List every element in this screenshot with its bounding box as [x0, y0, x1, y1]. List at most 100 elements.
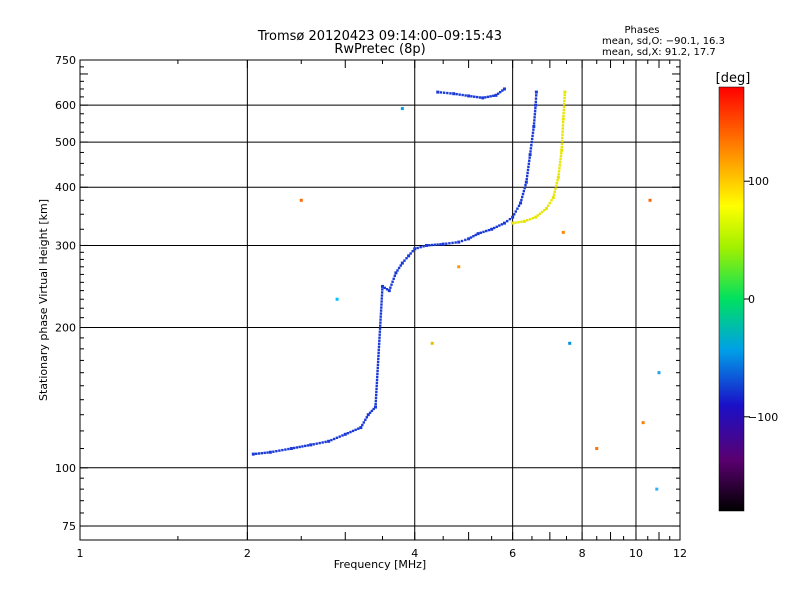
trace-dot [263, 451, 266, 455]
trace-dot [377, 342, 381, 345]
trace-dot [419, 245, 422, 249]
trace-dot [557, 173, 560, 176]
trace-dot [563, 99, 566, 103]
data-point [522, 219, 526, 223]
x-tick-label: 8 [579, 547, 586, 560]
trace-dot [448, 242, 451, 245]
data-point [430, 341, 434, 345]
trace-dot [561, 130, 564, 133]
data-point [387, 289, 391, 293]
data-point [532, 124, 536, 128]
trace-dot [379, 324, 382, 327]
trace-dot [474, 233, 477, 237]
trace-dot [526, 168, 530, 172]
data-point [309, 443, 313, 447]
trace-dot [383, 286, 386, 290]
trace-dot [392, 277, 395, 280]
data-point [436, 90, 440, 94]
data-point [561, 230, 565, 234]
trace-dot [560, 142, 564, 146]
trace-dot [379, 318, 382, 321]
data-point [467, 237, 471, 241]
trace-dot [487, 228, 491, 232]
trace-dot [396, 269, 399, 272]
trace-dot [409, 252, 412, 255]
trace-dot [405, 257, 408, 260]
data-point [648, 198, 652, 202]
data-point [534, 90, 538, 94]
data-point [380, 284, 384, 288]
data-point [534, 103, 538, 107]
trace-dot [521, 195, 524, 199]
trace-dot [513, 213, 516, 216]
data-point [534, 215, 538, 219]
trace-dot [514, 210, 518, 213]
data-point [595, 447, 599, 451]
trace-dot [534, 97, 538, 100]
trace-dot [428, 244, 431, 247]
trace-dot [354, 428, 357, 432]
data-point [394, 271, 398, 275]
trace-dot [562, 102, 566, 106]
trace-dot [301, 445, 304, 448]
trace-dot [375, 390, 378, 394]
trace-dot [439, 243, 442, 246]
trace-dot [521, 192, 525, 196]
y-tick-label: 200 [55, 322, 76, 335]
data-point [560, 148, 564, 152]
trace-dot [530, 140, 533, 144]
colorbar-label: [deg] [716, 71, 751, 86]
trace-dot [469, 236, 473, 239]
trace-dot [561, 124, 565, 127]
data-point [490, 227, 494, 231]
trace-dot [489, 95, 492, 98]
trace-dot [540, 210, 544, 214]
trace-dot [562, 111, 565, 115]
y-tick-label: 100 [55, 462, 76, 475]
data-point [511, 221, 515, 225]
trace-dot [464, 238, 467, 242]
trace-dot [473, 95, 476, 98]
trace-dot [534, 100, 538, 104]
data-point [343, 432, 347, 436]
trace-dot [370, 409, 374, 413]
trace-dot [533, 116, 536, 119]
data-point [457, 265, 461, 269]
trace-dot [379, 312, 383, 315]
trace-dot [553, 190, 556, 194]
y-tick-label: 750 [55, 54, 76, 67]
trace-dot [376, 375, 379, 379]
trace-dot [306, 444, 310, 447]
trace-dot [378, 333, 381, 336]
trace-dot [499, 90, 502, 94]
trace-dot [266, 451, 269, 454]
trace-dot [517, 221, 520, 224]
trace-dot [460, 239, 464, 243]
trace-dot [377, 354, 380, 358]
trace-dot [275, 449, 278, 453]
data-point [544, 207, 548, 211]
data-point [655, 487, 659, 491]
trace-dot [341, 434, 344, 437]
y-tick-label: 600 [55, 99, 76, 112]
trace-dot [470, 95, 473, 98]
data-point [400, 107, 404, 111]
trace-dot [338, 435, 341, 438]
trace-dot [380, 303, 383, 306]
trace-dot [393, 274, 397, 278]
trace-dot [378, 330, 382, 333]
y-tick-label: 300 [55, 239, 76, 252]
data-point [413, 247, 417, 251]
data-point [441, 242, 445, 246]
trace-dot [374, 393, 378, 397]
plot-frame [79, 59, 681, 541]
trace-dot [380, 300, 383, 303]
chart-subtitle: RwPretec (8p) [334, 42, 425, 57]
trace-dot [257, 452, 261, 455]
trace-dot [318, 441, 321, 445]
trace-dot [520, 198, 523, 202]
trace-dot [380, 291, 384, 294]
y-tick-label: 75 [62, 520, 76, 533]
trace-dot [446, 91, 449, 95]
trace-dot [529, 150, 532, 153]
